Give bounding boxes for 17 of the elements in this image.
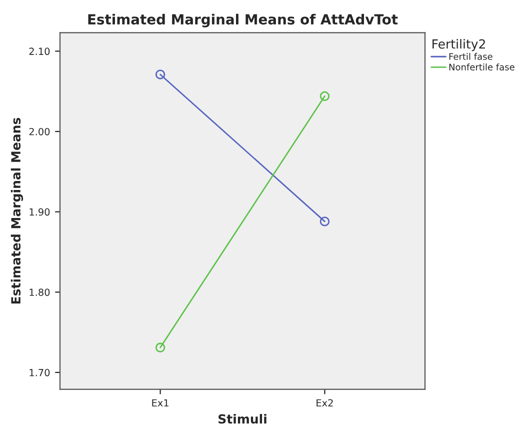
point bbox=[320, 91, 330, 102]
point bbox=[155, 70, 166, 80]
y-tick-label: 2.10 bbox=[29, 48, 50, 56]
point bbox=[320, 216, 330, 226]
legend-label: Nonfertile fase bbox=[449, 63, 514, 70]
legend-title: Fertility2 bbox=[432, 39, 485, 52]
y-tick-label: 2.00 bbox=[29, 128, 50, 136]
x-tick-label: Ex1 bbox=[152, 399, 168, 406]
point bbox=[155, 342, 166, 352]
y-tick-label: 1.80 bbox=[30, 288, 50, 296]
y-axis-title: Estimated Marginal Means bbox=[10, 118, 24, 304]
y-tick-label: 1.90 bbox=[30, 208, 50, 216]
x-tick-label: Ex2 bbox=[316, 399, 333, 406]
x-axis-title: Stimuli bbox=[218, 414, 266, 424]
legend-label: Fertil fase bbox=[449, 52, 492, 60]
y-tick-label: 1.70 bbox=[30, 368, 50, 376]
chart-title: Estimated Marginal Means of AttAdvTot bbox=[88, 14, 398, 28]
